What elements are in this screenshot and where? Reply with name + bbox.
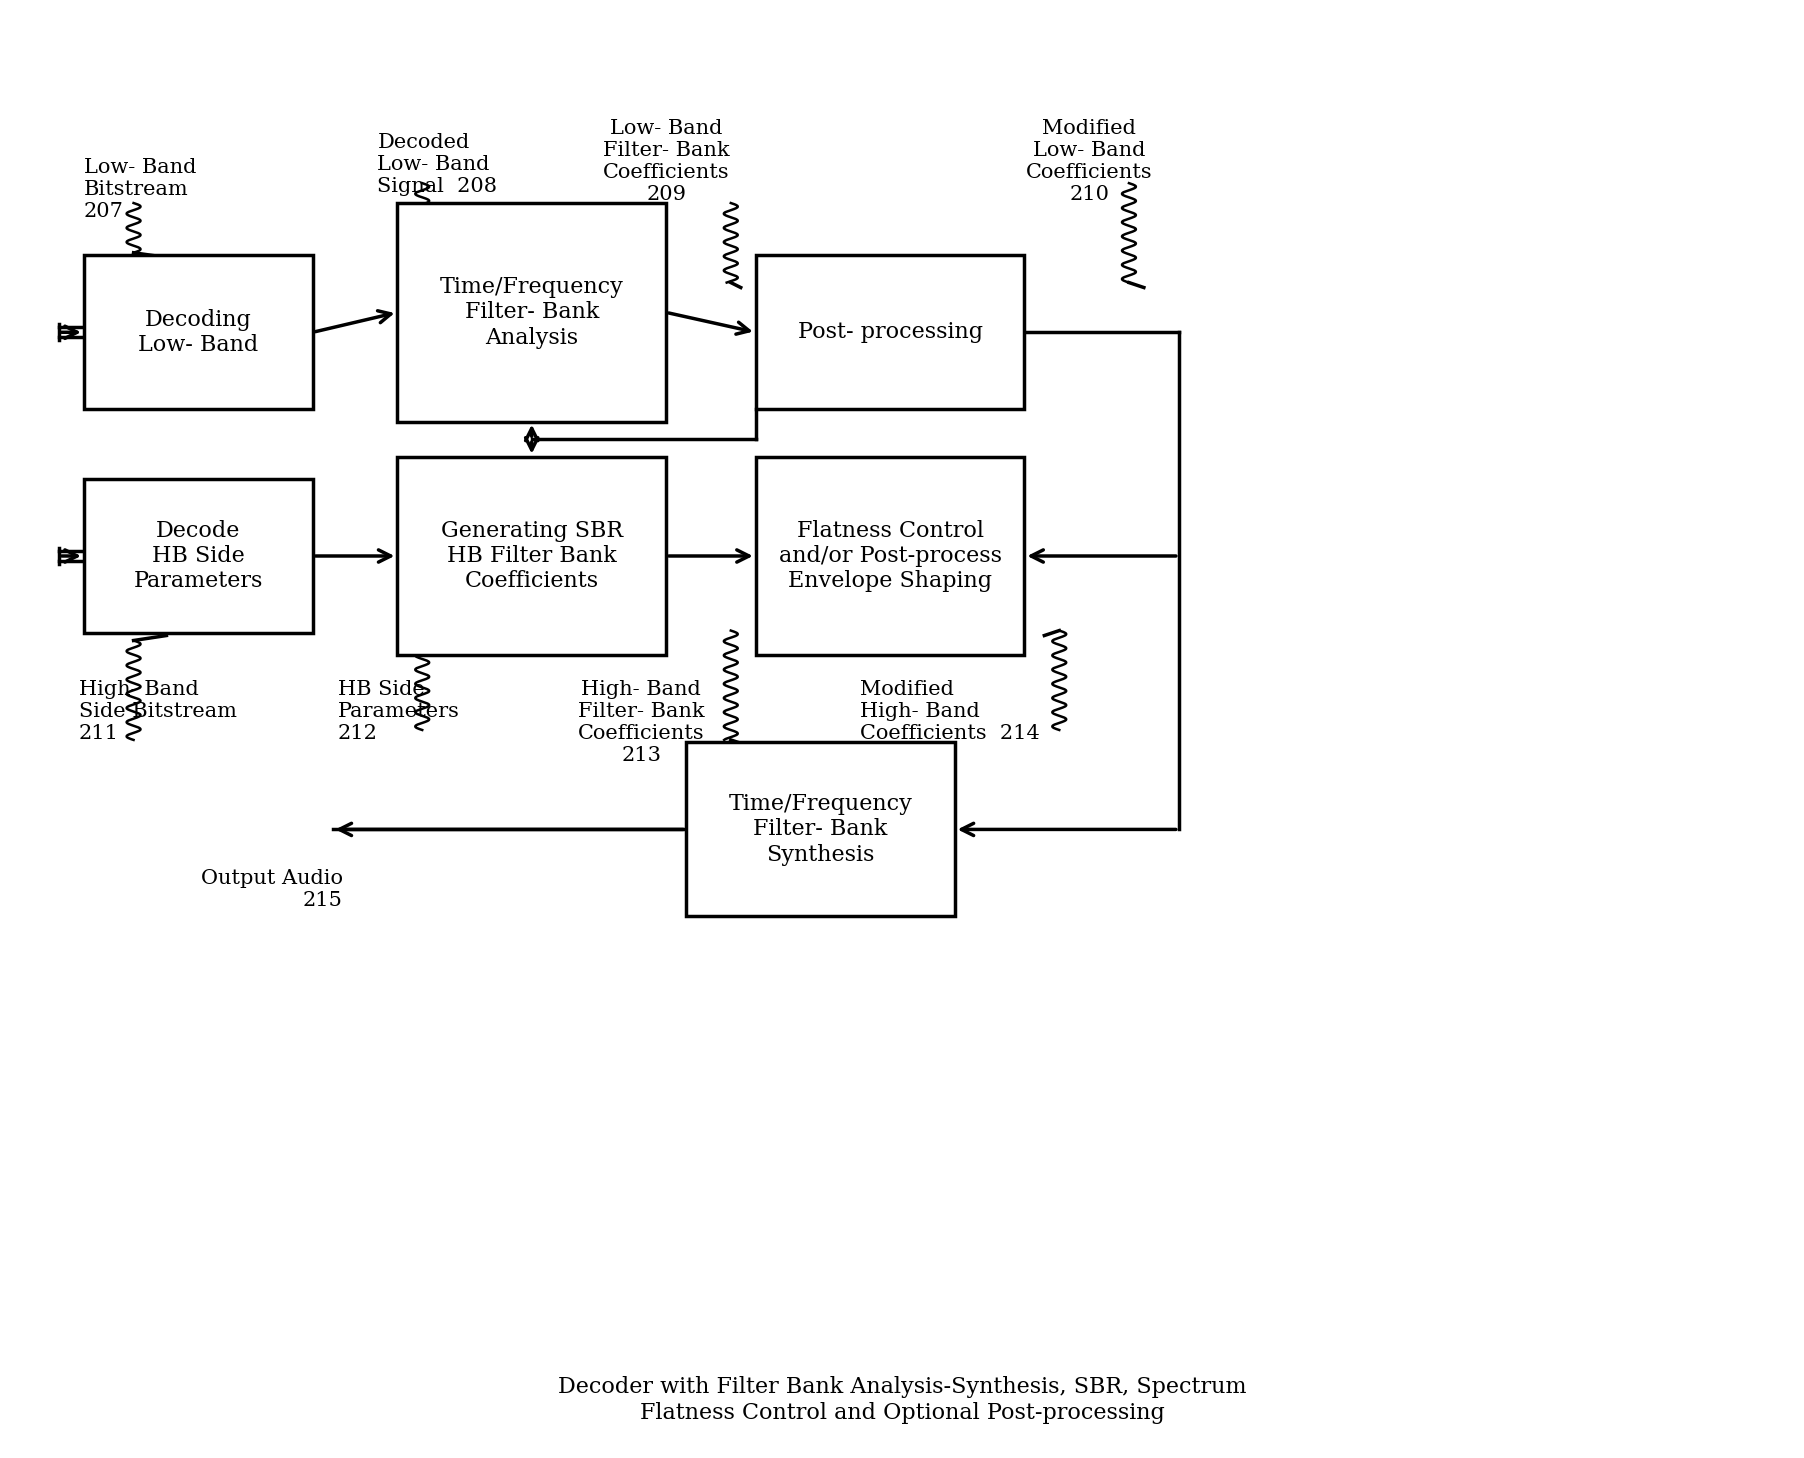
Text: Post- processing: Post- processing <box>797 321 983 343</box>
Text: Modified
High- Band
Coefficients  214: Modified High- Band Coefficients 214 <box>861 681 1039 744</box>
Text: Decoder with Filter Bank Analysis-Synthesis, SBR, Spectrum
Flatness Control and : Decoder with Filter Bank Analysis-Synthe… <box>557 1376 1247 1423</box>
Bar <box>686 742 954 917</box>
Bar <box>756 456 1025 656</box>
Text: Flatness Control
and/or Post-process
Envelope Shaping: Flatness Control and/or Post-process Env… <box>779 519 1001 592</box>
Text: Decoding
Low- Band: Decoding Low- Band <box>139 309 258 356</box>
Text: Modified
Low- Band
Coefficients
210: Modified Low- Band Coefficients 210 <box>1026 118 1153 204</box>
Text: High- Band
Side Bitstream
211: High- Band Side Bitstream 211 <box>79 681 236 744</box>
Text: Time/Frequency
Filter- Bank
Analysis: Time/Frequency Filter- Bank Analysis <box>440 276 624 348</box>
Text: Low- Band
Filter- Bank
Coefficients
209: Low- Band Filter- Bank Coefficients 209 <box>603 118 729 204</box>
Text: Generating SBR
HB Filter Bank
Coefficients: Generating SBR HB Filter Bank Coefficien… <box>440 519 622 592</box>
Bar <box>83 478 312 633</box>
Bar <box>397 203 666 421</box>
Bar <box>397 456 666 656</box>
Text: Decode
HB Side
Parameters: Decode HB Side Parameters <box>133 519 263 592</box>
Bar <box>83 255 312 410</box>
Text: Low- Band
Bitstream
207: Low- Band Bitstream 207 <box>83 159 197 222</box>
Text: Time/Frequency
Filter- Bank
Synthesis: Time/Frequency Filter- Bank Synthesis <box>729 793 913 866</box>
Text: HB Side
Parameters
212: HB Side Parameters 212 <box>337 681 460 744</box>
Text: Decoded
Low- Band
Signal  208: Decoded Low- Band Signal 208 <box>377 134 498 197</box>
Text: High- Band
Filter- Bank
Coefficients
213: High- Band Filter- Bank Coefficients 213 <box>577 681 705 765</box>
Text: Output Audio
215: Output Audio 215 <box>200 869 343 910</box>
Bar <box>756 255 1025 410</box>
